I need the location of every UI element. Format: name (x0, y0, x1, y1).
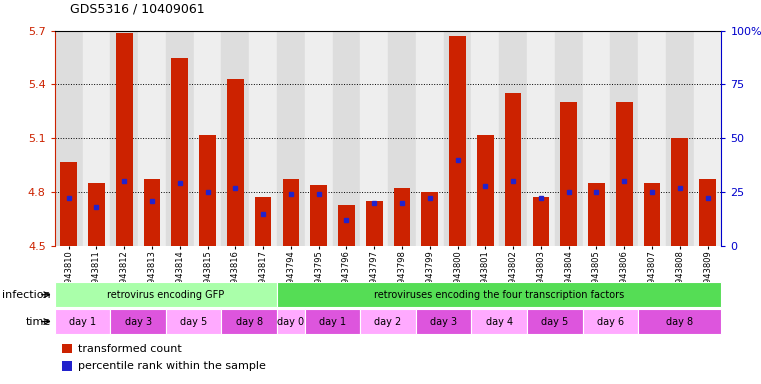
Text: day 3: day 3 (430, 316, 457, 327)
Text: time: time (26, 316, 51, 327)
Text: retroviruses encoding the four transcription factors: retroviruses encoding the four transcrip… (374, 290, 624, 300)
Bar (304, 309, 361, 334)
Bar (193, 31, 221, 246)
Bar (644, 183, 661, 246)
Text: percentile rank within the sample: percentile rank within the sample (78, 361, 266, 371)
Bar (583, 309, 638, 334)
Bar (477, 135, 494, 246)
Bar (310, 185, 327, 246)
Bar (60, 162, 77, 246)
Bar (471, 309, 527, 334)
Bar (227, 79, 244, 246)
Bar (361, 31, 388, 246)
Bar (338, 205, 355, 246)
Bar (55, 309, 110, 334)
Text: day 1: day 1 (69, 316, 96, 327)
Bar (250, 31, 277, 246)
Bar (527, 309, 583, 334)
Bar (416, 309, 471, 334)
Bar (638, 31, 666, 246)
Bar (171, 58, 188, 246)
Bar (444, 31, 472, 246)
Bar (110, 31, 139, 246)
Text: day 2: day 2 (374, 316, 402, 327)
Bar (277, 309, 304, 334)
Bar (361, 309, 416, 334)
Bar (166, 309, 221, 334)
Bar (110, 309, 166, 334)
Text: transformed count: transformed count (78, 344, 181, 354)
Bar (638, 309, 721, 334)
Text: day 0: day 0 (277, 316, 304, 327)
Bar (366, 201, 383, 246)
Bar (82, 31, 110, 246)
Bar (416, 31, 444, 246)
Bar (88, 183, 105, 246)
Bar (449, 36, 466, 246)
Bar (560, 103, 577, 246)
Bar (666, 31, 694, 246)
Bar (555, 31, 583, 246)
Bar (699, 179, 716, 246)
Bar (533, 197, 549, 246)
Bar (139, 31, 166, 246)
Text: day 8: day 8 (236, 316, 263, 327)
Bar (221, 31, 250, 246)
Bar (588, 183, 605, 246)
Text: day 5: day 5 (541, 316, 568, 327)
Text: infection: infection (2, 290, 51, 300)
Text: GDS5316 / 10409061: GDS5316 / 10409061 (70, 2, 205, 15)
Text: day 8: day 8 (666, 316, 693, 327)
Bar (393, 189, 410, 246)
Bar (610, 31, 638, 246)
Bar (616, 103, 632, 246)
Bar (282, 179, 299, 246)
Text: day 6: day 6 (597, 316, 624, 327)
Bar (277, 282, 721, 307)
Bar (583, 31, 610, 246)
Bar (505, 93, 521, 246)
Bar (221, 309, 277, 334)
Bar (255, 197, 272, 246)
Bar (144, 179, 161, 246)
Bar (499, 31, 527, 246)
Text: day 5: day 5 (180, 316, 207, 327)
Bar (277, 31, 304, 246)
Bar (166, 31, 193, 246)
Bar (422, 192, 438, 246)
Text: day 1: day 1 (319, 316, 346, 327)
Bar (55, 282, 277, 307)
Bar (333, 31, 361, 246)
Bar (55, 31, 82, 246)
Text: retrovirus encoding GFP: retrovirus encoding GFP (107, 290, 224, 300)
Bar (388, 31, 416, 246)
Bar (116, 33, 132, 246)
Bar (694, 31, 721, 246)
Bar (199, 135, 216, 246)
Text: day 3: day 3 (125, 316, 151, 327)
Bar (304, 31, 333, 246)
Bar (671, 138, 688, 246)
Bar (471, 31, 499, 246)
Text: day 4: day 4 (486, 316, 513, 327)
Bar (527, 31, 555, 246)
